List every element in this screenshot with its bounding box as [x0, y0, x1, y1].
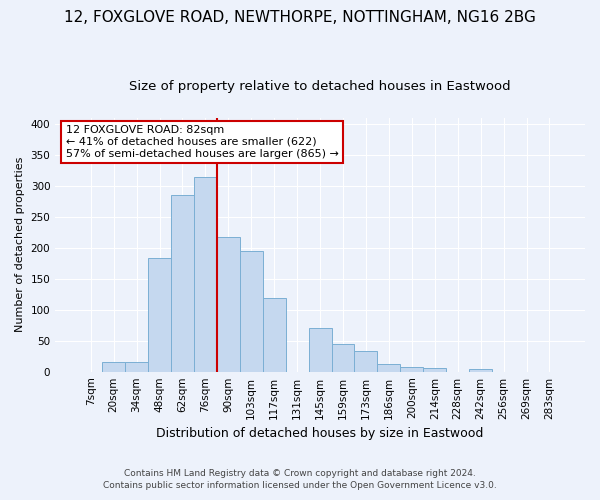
Bar — [355, 351, 377, 372]
Text: Contains HM Land Registry data © Crown copyright and database right 2024.: Contains HM Land Registry data © Crown c… — [124, 468, 476, 477]
Bar — [217, 236, 240, 372]
Text: Contains public sector information licensed under the Open Government Licence v3: Contains public sector information licen… — [103, 481, 497, 490]
Bar — [263, 298, 286, 372]
Bar — [240, 251, 263, 372]
Bar — [171, 194, 194, 372]
Text: 12, FOXGLOVE ROAD, NEWTHORPE, NOTTINGHAM, NG16 2BG: 12, FOXGLOVE ROAD, NEWTHORPE, NOTTINGHAM… — [64, 10, 536, 25]
Bar — [125, 362, 148, 372]
Text: 12 FOXGLOVE ROAD: 82sqm
← 41% of detached houses are smaller (622)
57% of semi-d: 12 FOXGLOVE ROAD: 82sqm ← 41% of detache… — [66, 126, 338, 158]
Bar — [423, 368, 446, 372]
Bar — [148, 258, 171, 372]
Bar — [332, 344, 355, 372]
Bar — [194, 176, 217, 372]
X-axis label: Distribution of detached houses by size in Eastwood: Distribution of detached houses by size … — [157, 427, 484, 440]
Bar — [400, 366, 423, 372]
Title: Size of property relative to detached houses in Eastwood: Size of property relative to detached ho… — [129, 80, 511, 93]
Bar — [469, 368, 492, 372]
Bar — [377, 364, 400, 372]
Bar — [102, 362, 125, 372]
Bar — [308, 328, 332, 372]
Y-axis label: Number of detached properties: Number of detached properties — [15, 157, 25, 332]
